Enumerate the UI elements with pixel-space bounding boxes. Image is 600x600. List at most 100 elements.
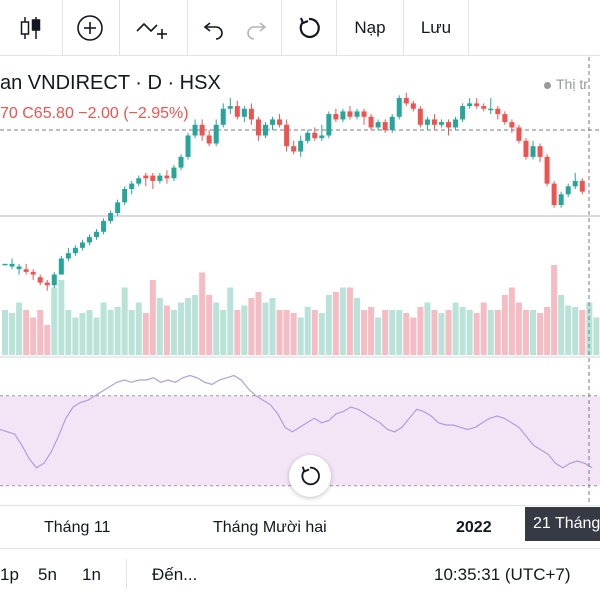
candle-body — [220, 108, 226, 125]
undo-icon — [203, 22, 223, 40]
volume-bar — [86, 310, 93, 355]
indicators-button[interactable] — [120, 0, 186, 56]
candle-body — [474, 103, 480, 107]
redo-button[interactable] — [236, 0, 276, 56]
volume-bar — [311, 310, 318, 355]
volume-bar — [2, 310, 8, 355]
price-chart[interactable] — [0, 57, 600, 503]
volume-bar — [290, 313, 297, 355]
volume-bar — [586, 302, 593, 355]
volume-bar — [452, 302, 459, 355]
add-indicator-button[interactable] — [63, 0, 117, 56]
volume-bar — [304, 307, 311, 355]
volume-bar — [23, 310, 30, 355]
candle-body — [446, 122, 452, 128]
range-5y-button[interactable]: 5n — [38, 565, 57, 584]
candle-body — [481, 106, 487, 109]
reload-button[interactable]: Nạp — [337, 0, 403, 56]
reset-chart-button[interactable] — [282, 0, 336, 56]
candle-body — [199, 124, 205, 136]
volume-bar — [389, 310, 396, 355]
candle-body — [417, 108, 423, 125]
symbol-title[interactable]: an VNDIRECT · D · HSX — [0, 72, 221, 94]
candle-body — [368, 116, 374, 128]
candle-body — [115, 202, 121, 214]
reload-label: Nạp — [354, 18, 386, 37]
candle-body — [502, 114, 508, 123]
volume-bar — [72, 317, 79, 355]
volume-bar — [51, 287, 58, 355]
candle-body — [248, 108, 254, 120]
volume-bars — [2, 265, 600, 355]
candle-body — [410, 103, 416, 109]
volume-bar — [44, 325, 51, 355]
volume-bar — [431, 310, 438, 355]
volume-bar — [178, 302, 184, 355]
volume-bar — [269, 298, 276, 355]
candle-body — [509, 122, 515, 128]
candle-body — [94, 231, 100, 238]
bottom-toolbar: 1p 5n 1n Đến... 10:35:31 (UTC+7) — [0, 548, 600, 600]
candle-body — [558, 194, 564, 206]
volume-bar — [565, 305, 572, 355]
volume-bar — [283, 310, 290, 355]
goto-date-button[interactable]: Đến... — [152, 565, 198, 584]
close-value: C65.80 — [22, 105, 74, 122]
chart-grid — [0, 129, 600, 358]
candle-body — [277, 119, 283, 125]
time-axis[interactable]: Tháng 11 Tháng Mười hai 2022 — [0, 505, 600, 543]
candle-body — [234, 106, 240, 117]
candle-body — [129, 183, 135, 189]
volume-bar — [170, 310, 177, 355]
rotate-ccw-icon — [301, 466, 320, 486]
candle-body — [171, 167, 177, 179]
volume-bar — [206, 295, 213, 355]
candle-body — [453, 119, 459, 128]
save-button[interactable]: Lưu — [404, 0, 468, 56]
scroll-to-realtime-button[interactable] — [289, 455, 331, 497]
volume-bar — [466, 310, 473, 355]
undo-button[interactable] — [192, 0, 236, 56]
volume-bar — [241, 305, 248, 355]
candle-body — [16, 266, 22, 270]
candle-body — [333, 114, 339, 120]
candle-body — [495, 108, 501, 115]
range-1d-button[interactable]: 1p — [0, 565, 19, 584]
indicator-wave-plus-icon — [136, 22, 167, 39]
candle-body — [382, 122, 388, 131]
volume-bar — [480, 302, 487, 355]
candle-body — [326, 114, 332, 136]
candle-body — [51, 274, 57, 286]
candles — [2, 92, 585, 291]
candle-body — [347, 111, 353, 117]
candle-body — [438, 122, 444, 125]
redo-icon — [247, 22, 267, 40]
candle-body — [312, 132, 318, 139]
volume-bar — [537, 313, 544, 355]
candles-style-button[interactable] — [0, 0, 60, 56]
plus-circle-icon — [77, 15, 103, 41]
volume-bar — [185, 298, 192, 355]
volume-bar — [107, 310, 114, 355]
candle-body — [396, 98, 402, 117]
candle-body — [403, 98, 409, 104]
volume-bar — [459, 307, 466, 355]
volume-bar — [135, 302, 142, 355]
candle-body — [389, 116, 395, 131]
candle-body — [530, 146, 536, 157]
volume-bar — [354, 298, 360, 355]
range-1y-button[interactable]: 1n — [82, 565, 101, 584]
candle-body — [431, 119, 437, 125]
market-status: Thị tr — [544, 76, 588, 92]
candle-body — [72, 247, 78, 254]
candle-body — [30, 271, 36, 275]
candle-body — [227, 106, 233, 109]
clock-timezone[interactable]: 10:35:31 (UTC+7) — [434, 565, 571, 584]
volume-bar — [248, 298, 255, 355]
ohlc-prefix: 70 — [0, 105, 18, 122]
candle-body — [424, 119, 430, 125]
candle-body — [86, 237, 92, 243]
candle-body — [23, 269, 29, 272]
candle-body — [2, 263, 8, 266]
volume-bar — [396, 310, 403, 355]
